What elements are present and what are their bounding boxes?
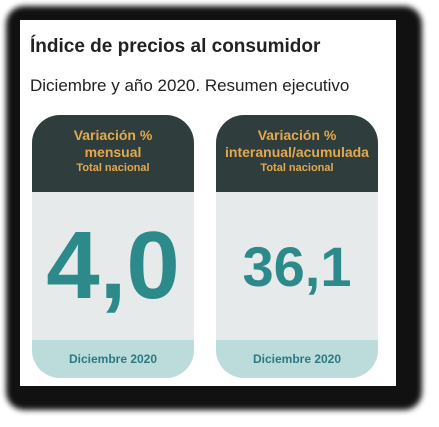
indicator-card: Variación % interanual/acumulada Total n…: [216, 115, 378, 378]
card-period: Diciembre 2020: [216, 340, 378, 378]
card-scope: Total nacional: [76, 162, 150, 174]
card-label: interanual/acumulada: [225, 144, 369, 160]
subtitle: Diciembre y año 2020. Resumen ejecutivo: [30, 76, 350, 95]
card-label: Variación %: [257, 127, 337, 143]
card-value: 36,1: [242, 234, 352, 298]
card-scope: Total nacional: [260, 162, 334, 174]
card-period: Diciembre 2020: [32, 340, 194, 378]
card-label: mensual: [84, 144, 142, 160]
title: Índice de precios al consumidor: [30, 36, 321, 57]
card-value: 4,0: [46, 212, 180, 319]
panel: Índice de precios al consumidor Diciembr…: [20, 20, 396, 386]
card-header: Variación % mensual Total nacional: [32, 115, 194, 192]
card-header: Variación % interanual/acumulada Total n…: [216, 115, 378, 192]
indicator-card: Variación % mensual Total nacional 4,0 D…: [32, 115, 194, 378]
card-label: Variación %: [73, 127, 153, 143]
